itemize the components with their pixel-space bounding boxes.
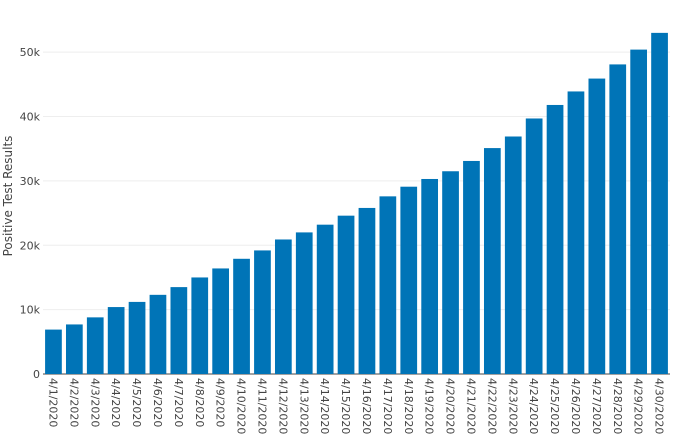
bar[interactable] [128,301,146,374]
bar[interactable] [421,178,439,374]
x-tick-label: 4/13/2020 [297,378,310,434]
y-axis: 0 10k 20k 30k 40k 50k [20,46,41,381]
bar[interactable] [609,64,627,374]
bar[interactable] [651,32,668,374]
bar[interactable] [212,268,230,374]
x-axis: 4/1/2020 4/2/2020 4/3/2020 4/4/2020 4/5/2020… [46,378,665,434]
x-tick-label: 4/8/2020 [193,378,206,427]
bar[interactable] [546,104,564,375]
x-tick-label: 4/15/2020 [339,378,352,434]
bar[interactable] [504,136,522,374]
x-tick-label: 4/3/2020 [88,378,101,427]
y-tick-label: 30k [20,175,41,188]
bar[interactable] [442,171,459,374]
x-tick-label: 4/17/2020 [381,378,394,434]
y-axis-title: Positive Test Results [1,136,15,257]
bar[interactable] [358,207,376,374]
x-tick-label: 4/11/2020 [255,378,268,434]
y-tick-label: 40k [20,111,41,124]
bars [45,32,668,375]
bar[interactable] [65,324,83,374]
x-tick-label: 4/5/2020 [130,378,143,427]
bar[interactable] [379,196,397,374]
bar[interactable] [170,287,188,374]
x-tick-label: 4/24/2020 [527,378,540,434]
x-tick-label: 4/22/2020 [485,378,498,434]
bar[interactable] [191,277,209,374]
bar[interactable] [316,224,334,374]
x-tick-label: 4/6/2020 [151,378,164,427]
x-tick-label: 4/12/2020 [276,378,289,434]
x-tick-label: 4/10/2020 [235,378,248,434]
y-tick-label: 10k [20,304,41,317]
x-tick-label: 4/19/2020 [423,378,436,434]
bar[interactable] [107,307,125,374]
bar[interactable] [525,118,543,374]
x-tick-label: 4/2/2020 [67,378,80,427]
x-tick-label: 4/14/2020 [318,378,331,434]
x-tick-label: 4/28/2020 [611,378,624,434]
x-tick-label: 4/4/2020 [109,378,122,427]
bar[interactable] [463,160,480,374]
x-tick-label: 4/7/2020 [172,378,185,427]
x-tick-label: 4/9/2020 [214,378,227,427]
bar[interactable] [337,215,355,374]
x-tick-label: 4/25/2020 [548,378,561,434]
bar[interactable] [149,294,167,374]
y-tick-label: 20k [20,239,41,252]
x-tick-label: 4/21/2020 [464,378,477,434]
bar[interactable] [86,317,104,374]
x-tick-label: 4/23/2020 [506,378,519,434]
bar[interactable] [233,258,250,374]
x-tick-label: 4/16/2020 [360,378,373,434]
bar[interactable] [588,78,606,374]
bar[interactable] [274,239,292,374]
y-tick-label: 50k [20,46,41,59]
bar[interactable] [295,232,313,374]
bar[interactable] [483,148,501,374]
bar[interactable] [254,250,271,374]
gridlines [43,51,670,375]
x-tick-label: 4/26/2020 [569,378,582,434]
bar[interactable] [400,186,418,374]
x-tick-label: 4/30/2020 [653,378,666,434]
x-tick-label: 4/27/2020 [590,378,603,434]
x-tick-label: 4/20/2020 [444,378,457,434]
bar[interactable] [567,91,585,374]
x-tick-label: 4/18/2020 [402,378,415,434]
bar[interactable] [45,329,62,374]
bar[interactable] [630,49,648,375]
x-tick-label: 4/1/2020 [46,378,59,427]
y-tick-label: 0 [33,368,40,381]
x-tick-label: 4/29/2020 [632,378,645,434]
